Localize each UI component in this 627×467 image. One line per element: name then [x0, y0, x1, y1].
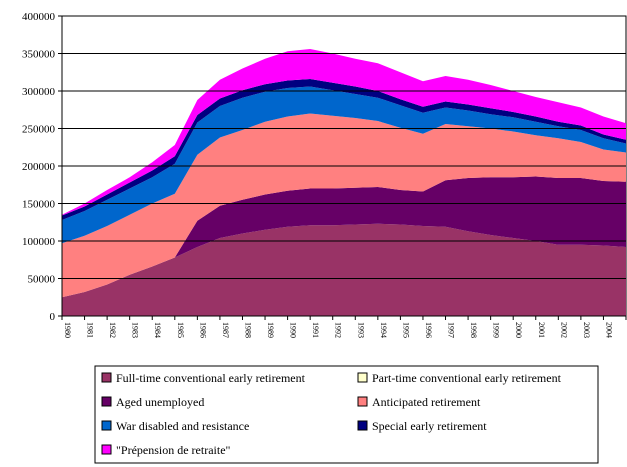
- legend-label: Anticipated retirement: [372, 395, 481, 409]
- x-tick-label: 1984: [153, 322, 162, 338]
- x-tick-label: 1986: [198, 322, 207, 338]
- legend-swatch: [357, 396, 368, 407]
- x-tick-label: 1988: [243, 322, 252, 338]
- y-tick-label: 350000: [22, 49, 56, 61]
- legend-swatch: [101, 372, 112, 383]
- x-tick-label: 1983: [131, 322, 140, 338]
- x-tick-label: 1982: [108, 322, 117, 338]
- y-tick-label: 200000: [22, 161, 56, 173]
- x-tick-label: 1987: [221, 322, 230, 338]
- legend-swatch: [357, 420, 368, 431]
- legend-swatch: [101, 420, 112, 431]
- x-tick-label: 1989: [266, 322, 275, 338]
- x-tick-label: 1994: [379, 322, 388, 338]
- x-tick-label: 1999: [492, 322, 501, 338]
- legend-label: Aged unemployed: [116, 395, 204, 409]
- legend-swatch: [357, 372, 368, 383]
- x-tick-label: 2003: [582, 322, 591, 338]
- y-tick-label: 250000: [22, 124, 56, 136]
- legend: [94, 365, 599, 464]
- y-tick-label: 400000: [22, 11, 56, 23]
- x-tick-label: 2004: [604, 322, 613, 338]
- x-tick-label: 1992: [334, 322, 343, 338]
- x-tick-label: 1993: [356, 322, 365, 338]
- area: [62, 113, 626, 298]
- area: [62, 223, 626, 316]
- y-tick-label: 150000: [22, 199, 56, 211]
- area: [62, 79, 626, 220]
- legend-label: War disabled and resistance: [116, 419, 249, 433]
- x-tick-label: 1998: [469, 322, 478, 338]
- y-tick-label: 0: [50, 311, 56, 323]
- legend-swatch: [101, 444, 112, 455]
- x-tick-label: 1991: [311, 322, 320, 338]
- x-tick-label: 1996: [424, 322, 433, 338]
- legend-swatch: [101, 396, 112, 407]
- legend-label: Full-time conventional early retirement: [116, 371, 306, 385]
- area: [62, 86, 626, 244]
- legend-label: Part-time conventional early retirement: [372, 371, 562, 385]
- x-tick-label: 1985: [176, 322, 185, 338]
- x-tick-label: 1980: [63, 322, 72, 338]
- x-tick-label: 1997: [447, 322, 456, 338]
- y-tick-label: 50000: [28, 274, 56, 286]
- x-tick-label: 1990: [289, 322, 298, 338]
- x-tick-label: 1995: [401, 322, 410, 338]
- x-tick-label: 2001: [537, 322, 546, 338]
- area: [62, 176, 626, 298]
- y-tick-label: 100000: [22, 236, 56, 248]
- x-tick-label: 2002: [559, 322, 568, 338]
- legend-label: Special early retirement: [372, 419, 487, 433]
- y-tick-label: 300000: [22, 86, 56, 98]
- x-tick-label: 2000: [514, 322, 523, 338]
- x-tick-label: 1981: [86, 322, 95, 338]
- legend-label: "Prépension de retraite": [116, 443, 231, 457]
